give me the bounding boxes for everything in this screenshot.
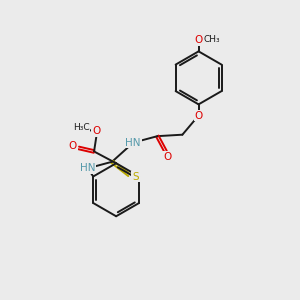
Text: O: O — [92, 126, 101, 136]
Text: S: S — [132, 172, 139, 182]
Text: O: O — [163, 152, 171, 162]
Text: H₃C: H₃C — [73, 123, 89, 132]
Text: HN: HN — [80, 163, 96, 173]
Text: O: O — [194, 35, 203, 45]
Text: O: O — [69, 142, 77, 152]
Text: HN: HN — [125, 138, 141, 148]
Text: CH₃: CH₃ — [203, 35, 220, 44]
Text: O: O — [194, 110, 203, 121]
